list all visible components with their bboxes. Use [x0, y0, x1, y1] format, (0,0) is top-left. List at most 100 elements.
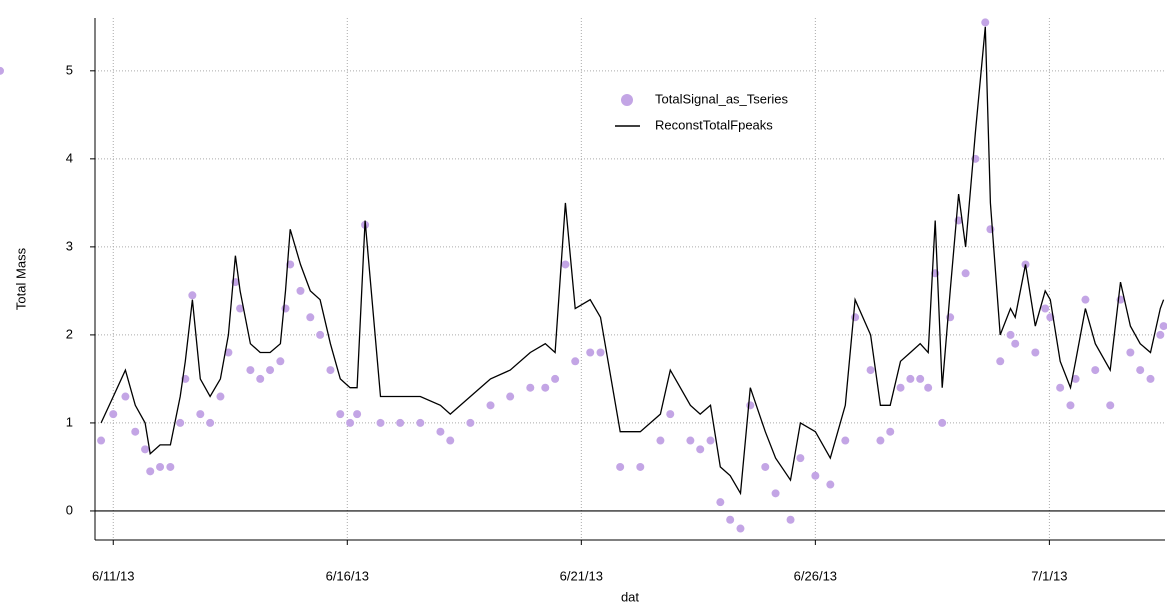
data-point	[506, 392, 515, 401]
data-point	[1071, 374, 1080, 383]
data-point	[206, 418, 215, 427]
data-point	[551, 374, 560, 383]
data-point	[296, 286, 305, 295]
data-point	[1136, 366, 1145, 375]
legend-marker	[621, 94, 633, 106]
data-point	[97, 436, 106, 445]
data-point	[981, 18, 990, 27]
data-point	[726, 515, 735, 524]
data-point	[656, 436, 665, 445]
y-tick-label: 0	[66, 502, 73, 517]
data-point	[246, 366, 255, 375]
data-point	[276, 357, 285, 366]
data-point	[466, 418, 475, 427]
data-point	[146, 467, 155, 476]
y-tick-label: 2	[66, 326, 73, 341]
data-point	[396, 418, 405, 427]
data-point	[121, 392, 130, 401]
data-point	[376, 418, 385, 427]
data-point	[541, 383, 550, 392]
data-point	[1056, 383, 1065, 392]
data-point	[131, 427, 140, 436]
data-point	[896, 383, 905, 392]
data-point	[196, 410, 205, 419]
data-point	[141, 445, 150, 454]
data-point	[811, 471, 820, 480]
data-point	[166, 462, 175, 471]
data-point	[216, 392, 225, 401]
data-point	[906, 374, 915, 383]
data-point	[561, 260, 570, 269]
data-point	[876, 436, 885, 445]
x-tick-label: 6/11/13	[92, 568, 134, 583]
data-point	[571, 357, 580, 366]
data-point	[326, 366, 335, 375]
data-point	[771, 489, 780, 498]
legend-label: ReconstTotalFpeaks	[655, 117, 773, 132]
x-axis-label: dat	[621, 589, 639, 604]
data-point	[886, 427, 895, 436]
y-tick-label: 5	[66, 62, 73, 77]
data-point	[1156, 330, 1165, 339]
data-point	[826, 480, 835, 489]
data-point	[1011, 339, 1020, 348]
data-point	[636, 462, 645, 471]
data-point	[1006, 330, 1015, 339]
data-point	[156, 462, 165, 471]
data-point	[586, 348, 595, 357]
data-point	[266, 366, 275, 375]
data-point	[706, 436, 715, 445]
data-point	[446, 436, 455, 445]
data-point	[1159, 322, 1167, 331]
data-point	[1106, 401, 1115, 410]
data-point	[526, 383, 535, 392]
y-tick-label: 4	[66, 150, 73, 165]
y-axis-label: Total Mass	[13, 247, 28, 310]
data-point	[916, 374, 925, 383]
data-point	[236, 304, 245, 313]
data-point	[736, 524, 745, 533]
data-point	[686, 436, 695, 445]
data-point	[666, 410, 675, 419]
data-point	[336, 410, 345, 419]
data-point	[1146, 374, 1155, 383]
data-point	[436, 427, 445, 436]
data-point	[746, 401, 755, 410]
data-point	[346, 418, 355, 427]
data-point	[961, 269, 970, 278]
data-point	[866, 366, 875, 375]
data-point	[841, 436, 850, 445]
data-point	[109, 410, 118, 419]
data-point	[938, 418, 947, 427]
data-point	[306, 313, 315, 322]
data-point	[1126, 348, 1135, 357]
data-point	[1041, 304, 1050, 313]
data-point	[353, 410, 362, 419]
data-point	[416, 418, 425, 427]
y-tick-label: 3	[66, 238, 73, 253]
data-point	[1081, 295, 1090, 304]
data-line	[100, 26, 1165, 496]
data-point	[176, 418, 185, 427]
x-tick-label: 7/1/13	[1031, 568, 1067, 583]
data-point	[316, 330, 325, 339]
data-point	[486, 401, 495, 410]
data-point	[796, 454, 805, 463]
legend-label: TotalSignal_as_Tseries	[655, 91, 788, 106]
data-point	[996, 357, 1005, 366]
x-tick-label: 6/26/13	[794, 568, 837, 583]
data-point	[0, 66, 4, 75]
data-point	[1066, 401, 1075, 410]
data-point	[224, 348, 233, 357]
data-point	[1091, 366, 1100, 375]
data-point	[188, 291, 197, 300]
data-point	[716, 498, 725, 507]
x-tick-label: 6/21/13	[560, 568, 603, 583]
data-point	[851, 313, 860, 322]
data-point	[924, 383, 933, 392]
data-point	[696, 445, 705, 454]
data-point	[596, 348, 605, 357]
data-point	[761, 462, 770, 471]
data-point	[786, 515, 795, 524]
